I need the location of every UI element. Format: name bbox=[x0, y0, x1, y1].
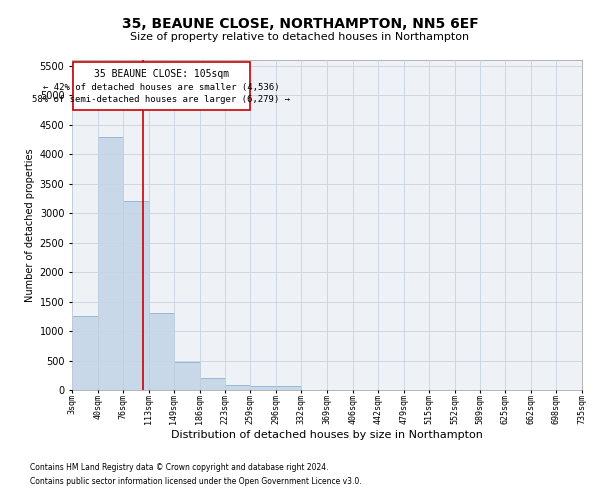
Text: ← 42% of detached houses are smaller (4,536): ← 42% of detached houses are smaller (4,… bbox=[43, 83, 280, 92]
Bar bbox=[149, 314, 174, 390]
Text: 35 BEAUNE CLOSE: 105sqm: 35 BEAUNE CLOSE: 105sqm bbox=[94, 69, 229, 79]
X-axis label: Distribution of detached houses by size in Northampton: Distribution of detached houses by size … bbox=[171, 430, 483, 440]
Y-axis label: Number of detached properties: Number of detached properties bbox=[25, 148, 35, 302]
FancyBboxPatch shape bbox=[73, 62, 250, 110]
Bar bbox=[225, 384, 250, 390]
Text: Contains public sector information licensed under the Open Government Licence v3: Contains public sector information licen… bbox=[30, 477, 362, 486]
Text: 35, BEAUNE CLOSE, NORTHAMPTON, NN5 6EF: 35, BEAUNE CLOSE, NORTHAMPTON, NN5 6EF bbox=[122, 18, 478, 32]
Bar bbox=[123, 202, 149, 390]
Bar bbox=[276, 386, 301, 390]
Text: 58% of semi-detached houses are larger (6,279) →: 58% of semi-detached houses are larger (… bbox=[32, 96, 290, 104]
Bar bbox=[98, 136, 123, 390]
Bar bbox=[72, 316, 98, 390]
Text: Contains HM Land Registry data © Crown copyright and database right 2024.: Contains HM Land Registry data © Crown c… bbox=[30, 464, 329, 472]
Bar bbox=[174, 362, 199, 390]
Bar bbox=[250, 386, 276, 390]
Bar bbox=[199, 378, 225, 390]
Text: Size of property relative to detached houses in Northampton: Size of property relative to detached ho… bbox=[130, 32, 470, 42]
